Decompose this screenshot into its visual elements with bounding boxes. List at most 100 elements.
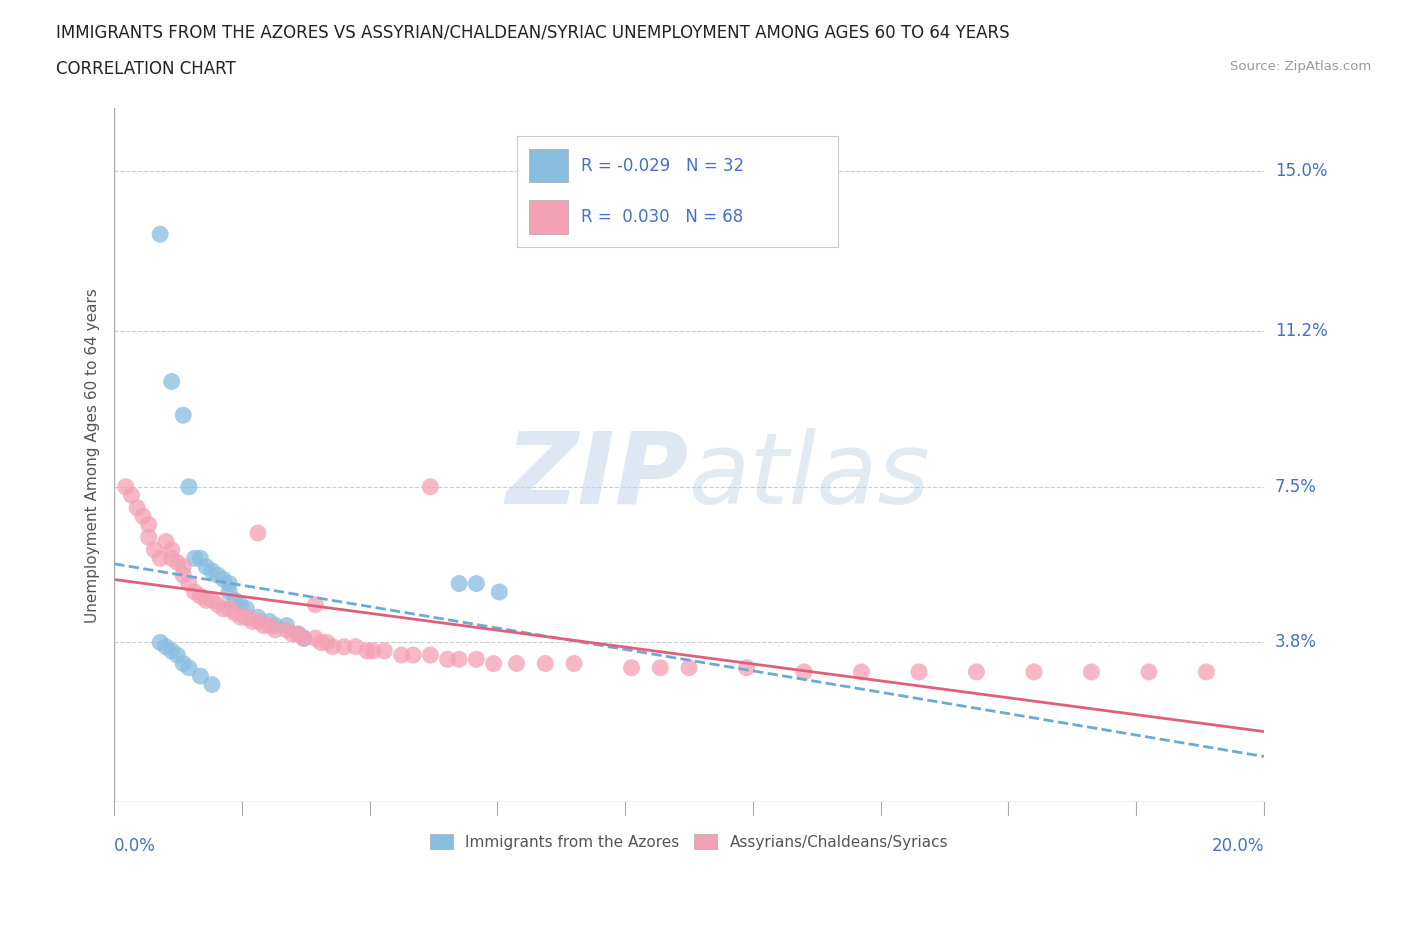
Point [155, 639, 177, 654]
Point [534, 656, 557, 671]
Text: 11.2%: 11.2% [1275, 322, 1327, 340]
Point [166, 555, 188, 570]
Point [361, 644, 384, 658]
Text: 15.0%: 15.0% [1275, 162, 1327, 180]
Point [240, 614, 263, 629]
Point [309, 635, 332, 650]
Point [333, 639, 356, 654]
Point [224, 593, 246, 608]
Point [229, 597, 252, 612]
Legend: Immigrants from the Azores, Assyrians/Chaldeans/Syriacs: Immigrants from the Azores, Assyrians/Ch… [422, 826, 956, 857]
Point [292, 631, 315, 645]
Point [402, 647, 425, 662]
Point [177, 479, 200, 494]
Text: ZIP: ZIP [506, 428, 689, 525]
Point [650, 660, 672, 675]
Text: 3.8%: 3.8% [1275, 633, 1317, 652]
Point [304, 597, 326, 612]
Point [419, 479, 441, 494]
Point [246, 525, 269, 540]
Point [195, 593, 218, 608]
Point [315, 635, 337, 650]
Text: atlas: atlas [689, 428, 931, 525]
Point [120, 487, 142, 502]
Point [160, 644, 183, 658]
Point [183, 551, 205, 565]
Point [908, 665, 931, 680]
Y-axis label: Unemployment Among Ages 60 to 64 years: Unemployment Among Ages 60 to 64 years [86, 287, 100, 622]
Point [259, 614, 281, 629]
Point [419, 647, 441, 662]
Point [246, 614, 269, 629]
Point [218, 602, 240, 617]
Point [138, 517, 160, 532]
Point [138, 530, 160, 545]
Point [212, 572, 235, 587]
Text: 7.5%: 7.5% [1275, 478, 1317, 496]
Point [449, 652, 471, 667]
Point [264, 622, 287, 637]
Point [1195, 665, 1218, 680]
Point [235, 602, 257, 617]
Point [190, 589, 212, 604]
Point [793, 665, 815, 680]
Point [183, 585, 205, 600]
Point [229, 610, 252, 625]
Point [218, 576, 240, 591]
Point [127, 500, 149, 515]
Point [224, 605, 246, 620]
Point [201, 564, 224, 578]
Point [449, 576, 471, 591]
Point [201, 593, 224, 608]
Point [114, 479, 136, 494]
Point [851, 665, 873, 680]
Point [190, 669, 212, 684]
Point [172, 407, 194, 422]
Point [735, 660, 758, 675]
Point [160, 551, 183, 565]
Point [562, 656, 585, 671]
Point [259, 618, 281, 633]
Point [212, 602, 235, 617]
Point [177, 576, 200, 591]
Point [1080, 665, 1102, 680]
Point [177, 660, 200, 675]
Point [620, 660, 643, 675]
Point [201, 677, 224, 692]
Point [253, 618, 276, 633]
Point [207, 567, 229, 582]
Point [172, 656, 194, 671]
Text: CORRELATION CHART: CORRELATION CHART [56, 60, 236, 78]
Point [195, 559, 218, 574]
Point [488, 585, 510, 600]
Point [287, 627, 309, 642]
Point [166, 647, 188, 662]
Point [235, 610, 257, 625]
Point [172, 559, 194, 574]
Point [276, 622, 298, 637]
Point [218, 585, 240, 600]
Point [465, 576, 488, 591]
Point [1137, 665, 1160, 680]
Point [436, 652, 458, 667]
Point [344, 639, 367, 654]
Text: 0.0%: 0.0% [114, 837, 156, 855]
Point [132, 509, 155, 524]
Point [160, 374, 183, 389]
Point [304, 631, 326, 645]
Point [322, 639, 344, 654]
Point [264, 618, 287, 633]
Point [465, 652, 488, 667]
Point [1022, 665, 1045, 680]
Text: Source: ZipAtlas.com: Source: ZipAtlas.com [1230, 60, 1371, 73]
Point [207, 597, 229, 612]
Point [149, 551, 172, 565]
Point [678, 660, 700, 675]
Point [373, 644, 395, 658]
Point [965, 665, 987, 680]
Point [281, 627, 304, 642]
Point [190, 551, 212, 565]
Point [160, 542, 183, 557]
Text: IMMIGRANTS FROM THE AZORES VS ASSYRIAN/CHALDEAN/SYRIAC UNEMPLOYMENT AMONG AGES 6: IMMIGRANTS FROM THE AZORES VS ASSYRIAN/C… [56, 23, 1010, 41]
Point [287, 627, 309, 642]
